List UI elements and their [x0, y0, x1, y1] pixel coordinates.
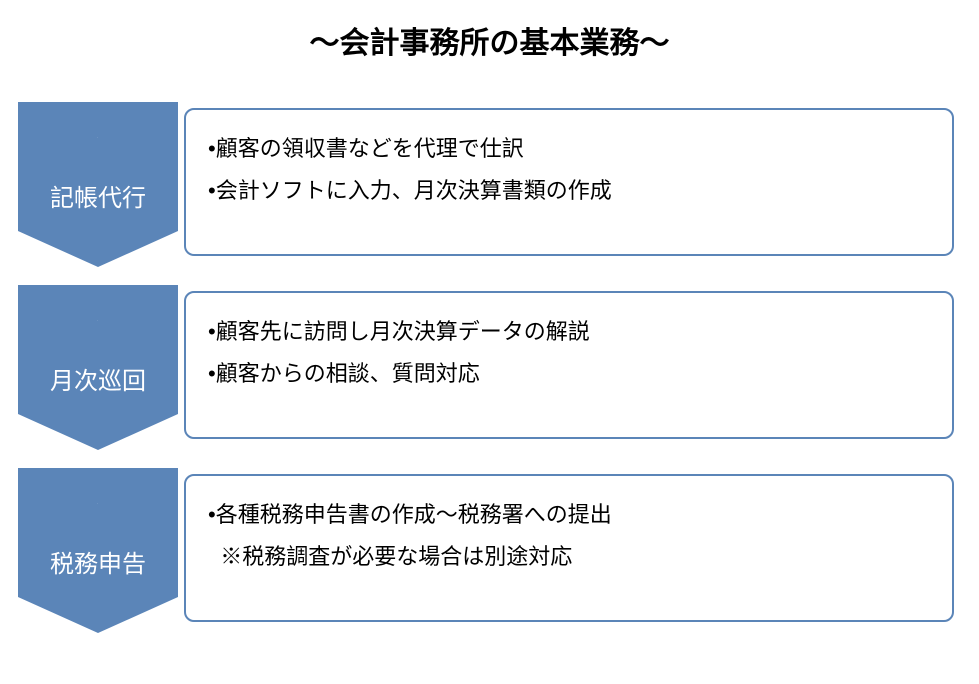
bullet-line: •顧客先に訪問し月次決算データの解説	[208, 311, 942, 353]
step-1: 記帳代行 •顧客の領収書などを代理で仕訳 •会計ソフトに入力、月次決算書類の作成	[18, 102, 958, 267]
chevron-2: 月次巡回	[18, 285, 178, 450]
content-box-2: •顧客先に訪問し月次決算データの解説 •顧客からの相談、質問対応	[184, 291, 954, 439]
chevron-label-2: 月次巡回	[18, 361, 178, 396]
step-2: 月次巡回 •顧客先に訪問し月次決算データの解説 •顧客からの相談、質問対応	[18, 285, 958, 450]
bullet-line: •顧客からの相談、質問対応	[208, 353, 942, 395]
chevron-1: 記帳代行	[18, 102, 178, 267]
content-box-1: •顧客の領収書などを代理で仕訳 •会計ソフトに入力、月次決算書類の作成	[184, 108, 954, 256]
bullet-line: •顧客の領収書などを代理で仕訳	[208, 128, 942, 170]
content-box-3: •各種税務申告書の作成～税務署への提出 ※税務調査が必要な場合は別途対応	[184, 474, 954, 622]
chevron-label-3: 税務申告	[18, 544, 178, 579]
bullet-line: •会計ソフトに入力、月次決算書類の作成	[208, 170, 942, 212]
bullet-line: ※税務調査が必要な場合は別途対応	[208, 536, 942, 578]
page-title: ～会計事務所の基本業務～	[0, 0, 979, 62]
bullet-line: •各種税務申告書の作成～税務署への提出	[208, 494, 942, 536]
chevron-3: 税務申告	[18, 468, 178, 633]
chevron-label-1: 記帳代行	[18, 178, 178, 213]
steps-container: 記帳代行 •顧客の領収書などを代理で仕訳 •会計ソフトに入力、月次決算書類の作成…	[18, 102, 958, 651]
step-3: 税務申告 •各種税務申告書の作成～税務署への提出 ※税務調査が必要な場合は別途対…	[18, 468, 958, 633]
